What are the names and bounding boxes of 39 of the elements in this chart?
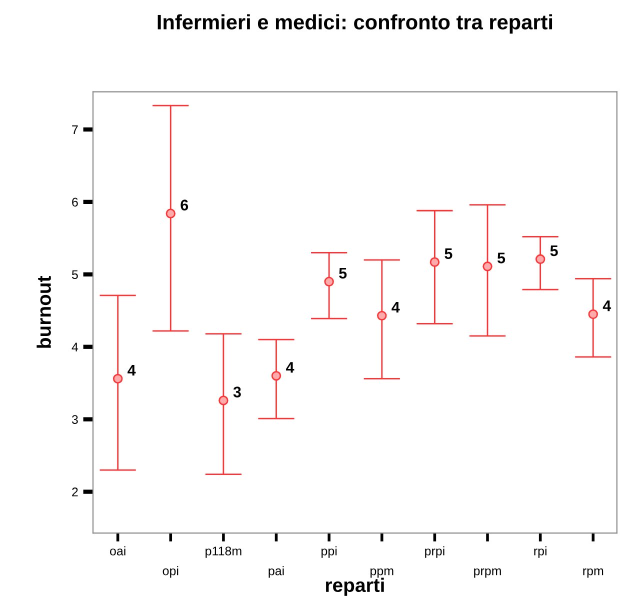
chart-title: Infermieri e medici: confronto tra reparti bbox=[158, 14, 552, 34]
point bbox=[588, 309, 598, 320]
x-tick-label: ppi bbox=[322, 546, 337, 558]
y-tick-label: 7 bbox=[72, 125, 78, 134]
point bbox=[271, 370, 282, 381]
x-tick-label: pai bbox=[268, 566, 284, 578]
point bbox=[218, 396, 228, 406]
y-tick-label: 6 bbox=[72, 198, 78, 207]
data-label: 6 bbox=[180, 200, 188, 211]
y-tick-label: 4 bbox=[72, 342, 78, 352]
x-tick-label: rpm bbox=[583, 568, 604, 578]
point bbox=[324, 276, 334, 286]
x-tick-label: oai bbox=[110, 546, 126, 556]
y-axis-title: burnout bbox=[36, 276, 51, 348]
x-tick-label: rpi bbox=[534, 546, 546, 558]
data-label: 5 bbox=[550, 245, 558, 256]
x-tick-label: p118m bbox=[206, 546, 242, 558]
x-tick-label: prpm bbox=[474, 568, 501, 578]
data-label: 5 bbox=[339, 268, 347, 279]
data-label: 5 bbox=[497, 252, 506, 264]
point bbox=[535, 254, 546, 264]
point bbox=[112, 374, 123, 384]
y-tick-label: 2 bbox=[72, 488, 78, 496]
y-tick-label: 3 bbox=[72, 415, 78, 424]
y-tick-label: 5 bbox=[72, 270, 78, 280]
point bbox=[377, 310, 387, 321]
point bbox=[482, 262, 492, 272]
x-tick-label: opi bbox=[162, 566, 178, 578]
x-tick-label: ppm bbox=[370, 568, 394, 578]
data-label: 4 bbox=[602, 300, 612, 312]
x-axis-title: reparti bbox=[326, 578, 384, 596]
point bbox=[166, 208, 176, 218]
data-label: 4 bbox=[128, 365, 136, 376]
data-label: 3 bbox=[233, 386, 241, 398]
data-label: 4 bbox=[286, 362, 294, 373]
data-label: 4 bbox=[392, 302, 400, 313]
point bbox=[430, 257, 440, 267]
data-label: 5 bbox=[444, 248, 452, 260]
x-tick-label: prpi bbox=[425, 546, 444, 558]
